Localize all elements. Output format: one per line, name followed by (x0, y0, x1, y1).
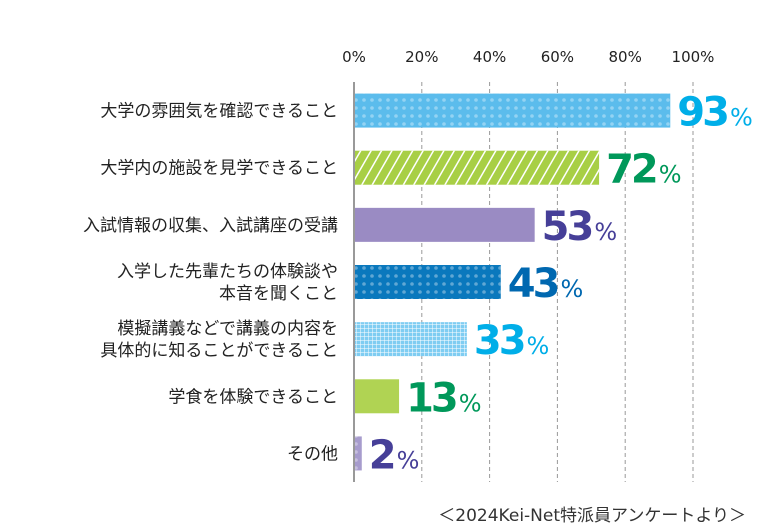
value-unit: % (560, 275, 583, 303)
value-label: 43% (508, 261, 583, 307)
category-labels: 大学の雰囲気を確認できること大学内の施設を見学できること入試情報の収集、入試講座… (83, 102, 338, 465)
value-unit: % (527, 332, 550, 360)
value-label: 33% (474, 318, 549, 364)
category-label: 入試情報の収集、入試講座の受講 (83, 216, 338, 236)
value-label: 53% (542, 204, 617, 250)
x-tick-label: 80% (609, 48, 642, 66)
bar (355, 207, 535, 242)
value-unit: % (397, 446, 420, 474)
x-tick-label: 60% (541, 48, 574, 66)
value-unit: % (594, 218, 617, 246)
x-tick-label: 100% (672, 48, 715, 66)
category-label: 本音を聞くこと (219, 284, 338, 304)
category-label: その他 (287, 444, 338, 464)
source-note: ＜2024Kei-Net特派員アンケートより＞ (438, 506, 746, 526)
category-label: 大学内の施設を見学できること (100, 159, 338, 179)
value-labels: 93 % 72 % 53 % 43 % 33 % 13 % 2% (369, 90, 753, 479)
bar-pattern (355, 150, 600, 185)
value-label: 13% (406, 375, 481, 421)
value-label: 72% (606, 147, 681, 193)
value-unit: % (459, 389, 482, 417)
bar-pattern (355, 436, 362, 471)
category-label: 模擬講義などで講義の内容を (117, 319, 338, 339)
bars (355, 93, 671, 471)
x-tick-label: 20% (405, 48, 438, 66)
bar-pattern (355, 93, 671, 128)
category-label: 具体的に知ることができること (100, 341, 338, 361)
category-label: 入学した先輩たちの体験談や (117, 262, 338, 282)
x-tick-label: 0% (342, 48, 366, 66)
value-label: 93% (677, 90, 752, 136)
bar-pattern (355, 322, 467, 357)
bar (355, 379, 400, 414)
category-label: 大学の雰囲気を確認できること (100, 102, 338, 122)
x-axis-ticks: 0% 20% 40% 60% 80% 100% (342, 48, 714, 66)
value-label: 2% (369, 432, 420, 478)
category-label: 学食を体験できること (168, 387, 338, 407)
value-unit: % (659, 161, 682, 189)
value-unit: % (730, 104, 753, 132)
bar-pattern (355, 265, 501, 299)
x-tick-label: 40% (473, 48, 506, 66)
